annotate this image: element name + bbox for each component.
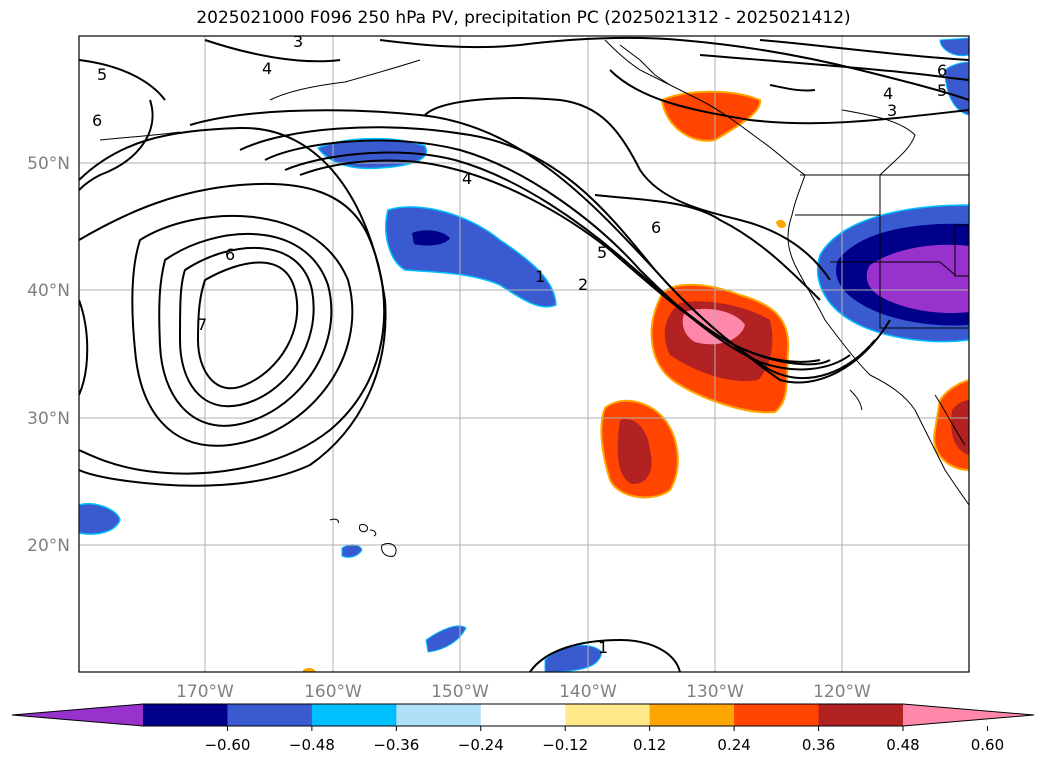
colorbar-tick-label: −0.48 xyxy=(289,736,335,754)
colorbar-tick-label: −0.12 xyxy=(542,736,588,754)
contour-label-5c: 5 xyxy=(937,81,947,100)
contour-label-3: 3 xyxy=(293,32,303,51)
longitude-labels: 170°W 160°W 150°W 140°W 130°W 120°W xyxy=(176,682,871,702)
map-title: 2025021000 F096 250 hPa PV, precipitatio… xyxy=(196,8,851,28)
pv-contour-labels: 1 1 2 3 3 4 4 4 5 5 5 6 6 6 6 7 xyxy=(92,32,947,657)
lon-label-150w: 150°W xyxy=(431,682,489,702)
colorbar-tick-label: 0.36 xyxy=(802,736,835,754)
map-area: 1 1 2 3 3 4 4 4 5 5 5 6 6 6 6 7 xyxy=(79,32,969,672)
colorbar-extend-high xyxy=(903,704,1034,726)
contour-label-1b: 1 xyxy=(598,638,608,657)
contour-label-4: 4 xyxy=(262,59,272,78)
contour-label-6b: 6 xyxy=(225,245,235,264)
colorbar-segment xyxy=(565,704,651,726)
colorbar-segment xyxy=(311,704,397,726)
colorbar-segment xyxy=(480,704,566,726)
contour-label-5b: 5 xyxy=(597,243,607,262)
contour-label-5: 5 xyxy=(97,65,107,84)
colorbar-segment xyxy=(396,704,482,726)
lat-label-40n: 40°N xyxy=(27,281,70,301)
lat-label-50n: 50°N xyxy=(27,154,70,174)
colorbar-tick-label: 0.48 xyxy=(886,736,919,754)
colorbar-outline xyxy=(11,703,1035,727)
lat-label-20n: 20°N xyxy=(27,536,70,556)
contour-label-1: 1 xyxy=(535,267,545,286)
colorbar-extend-low xyxy=(12,704,143,726)
lon-label-130w: 130°W xyxy=(686,682,744,702)
colorbar: −0.60 −0.48 −0.36 −0.24 −0.12 0.12 0.24 0.36 0.4… xyxy=(11,703,1035,754)
colorbar-segment xyxy=(818,704,904,726)
lon-label-170w: 170°W xyxy=(176,682,234,702)
colorbar-tick-label: −0.60 xyxy=(204,736,250,754)
contour-label-2: 2 xyxy=(578,275,588,294)
lon-label-160w: 160°W xyxy=(304,682,362,702)
latitude-labels: 20°N 30°N 40°N 50°N xyxy=(27,154,70,556)
pv-contours xyxy=(79,36,969,672)
colorbar-tick-label: −0.36 xyxy=(373,736,419,754)
colorbar-segment xyxy=(227,704,313,726)
colorbar-tick-label: −0.24 xyxy=(458,736,504,754)
colorbar-segment xyxy=(143,704,228,726)
colorbar-tick-label: 0.60 xyxy=(971,736,1004,754)
colorbar-tick-label: 0.12 xyxy=(633,736,666,754)
colorbar-segment xyxy=(649,704,735,726)
coastlines xyxy=(99,39,969,557)
contour-label-3b: 3 xyxy=(887,101,897,120)
colorbar-segment xyxy=(734,704,820,726)
contour-label-6: 6 xyxy=(92,111,102,130)
lat-label-30n: 30°N xyxy=(27,409,70,429)
contour-label-7: 7 xyxy=(197,315,207,334)
contour-label-6d: 6 xyxy=(937,61,947,80)
map-frame xyxy=(78,35,970,673)
contour-label-6c: 6 xyxy=(651,218,661,237)
colorbar-tick-label: 0.24 xyxy=(717,736,750,754)
contour-label-4b: 4 xyxy=(462,169,472,188)
precipitation-shading xyxy=(79,37,969,672)
lon-label-140w: 140°W xyxy=(559,682,617,702)
lon-label-120w: 120°W xyxy=(813,682,871,702)
contour-label-4c: 4 xyxy=(883,84,893,103)
